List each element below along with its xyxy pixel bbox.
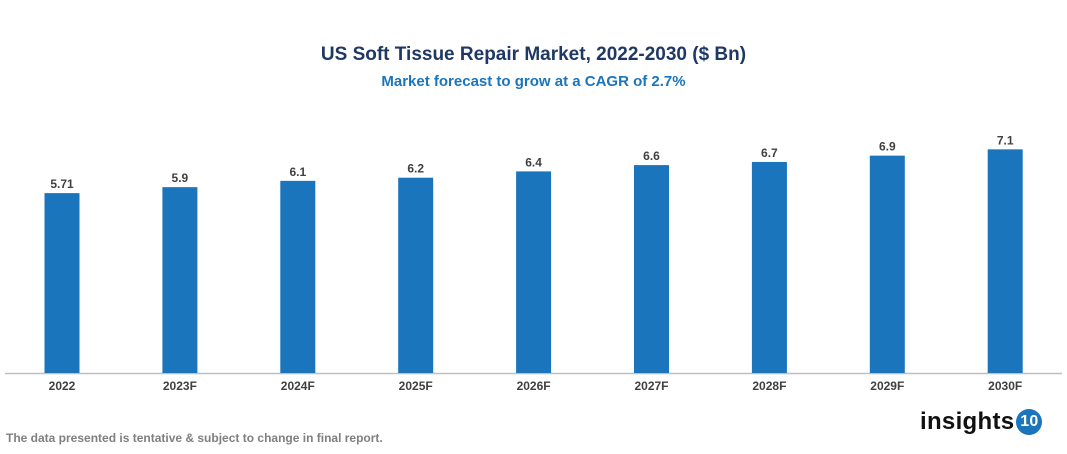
bar-2027F	[634, 165, 669, 373]
chart-title: US Soft Tissue Repair Market, 2022-2030 …	[320, 44, 747, 65]
data-label: 6.9	[879, 140, 896, 154]
bar-2029F	[869, 155, 905, 373]
x-tick-label: 2027F	[634, 379, 668, 393]
data-label: 6.1	[289, 165, 306, 179]
bar-2028F	[751, 161, 787, 373]
logo-text: insights	[920, 408, 1015, 435]
disclaimer: The data presented is tentative & subjec…	[6, 431, 383, 445]
x-tick-label: 2030F	[988, 379, 1022, 393]
logo-badge: 10	[1016, 409, 1043, 435]
bar-2030F	[987, 149, 1023, 373]
data-label: 5.71	[50, 177, 74, 191]
x-tick-label: 2025F	[399, 379, 433, 393]
data-label: 6.6	[643, 149, 660, 163]
bar-2024F	[280, 180, 316, 373]
insights10-logo: insights 10	[920, 408, 1043, 436]
bar-2022	[44, 193, 80, 373]
data-label: 6.7	[761, 146, 778, 160]
data-label: 6.4	[525, 155, 542, 169]
x-tick-label: 2029F	[870, 379, 904, 393]
data-label: 7.1	[997, 133, 1014, 147]
data-label: 5.9	[172, 171, 189, 185]
bar-2026F	[516, 171, 552, 373]
bar-2023F	[162, 187, 198, 373]
data-label: 6.2	[407, 162, 424, 176]
bar-2025F	[398, 177, 434, 373]
x-tick-label: 2023F	[163, 379, 197, 393]
x-tick-label: 2026F	[517, 379, 551, 393]
x-tick-label: 2028F	[752, 379, 786, 393]
x-tick-label: 2024F	[281, 379, 315, 393]
chart-subtitle: Market forecast to grow at a CAGR of 2.7…	[381, 73, 686, 90]
x-tick-label: 2022	[49, 379, 76, 393]
